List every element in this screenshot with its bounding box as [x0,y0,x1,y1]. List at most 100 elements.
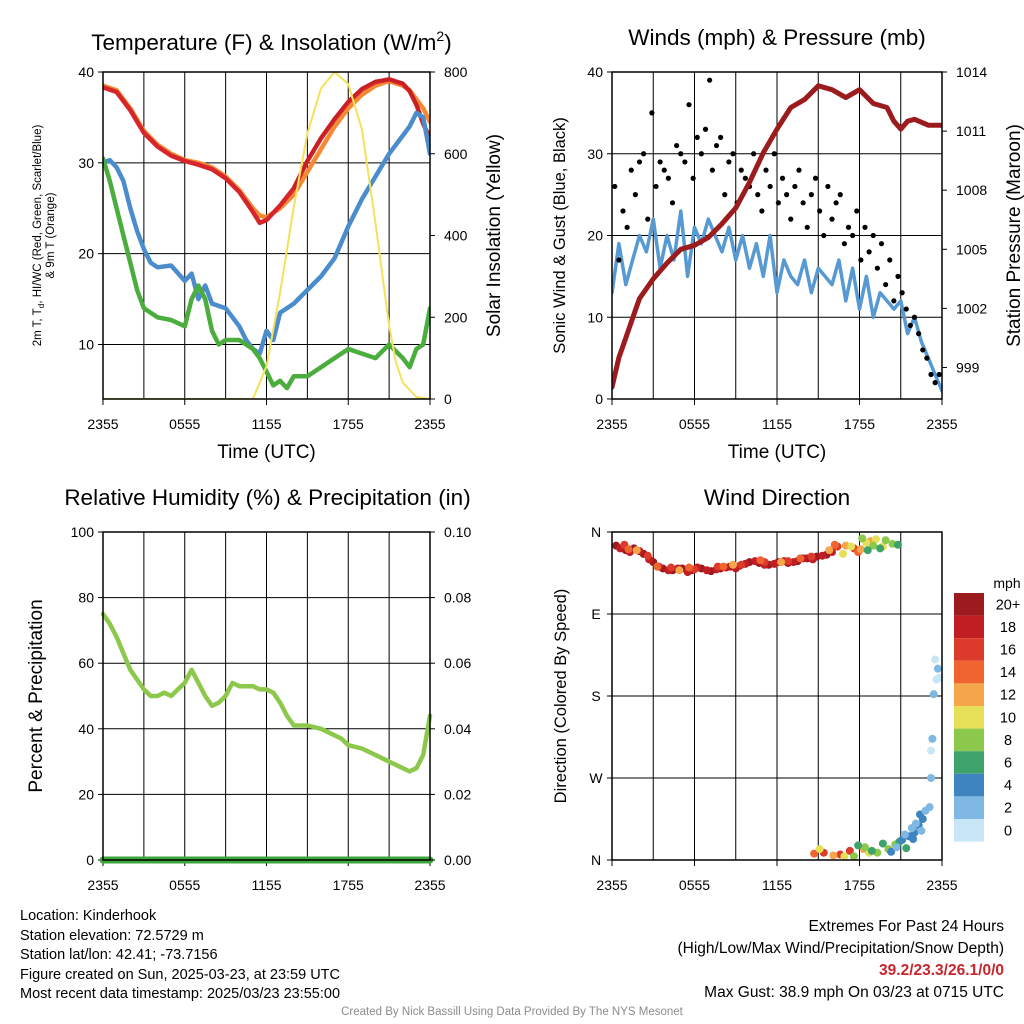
data-point-gust [821,232,827,239]
y2-tick-label: 999 [956,359,980,375]
data-point-speed-16 [784,557,792,566]
data-point-speed-10 [839,549,847,558]
y-tick-label: 20 [78,786,94,802]
legend-label: 12 [1000,688,1016,704]
data-point-speed-2 [933,664,942,673]
data-point-speed-6 [876,544,885,553]
data-point-gust [718,134,724,140]
data-point-gust [722,192,728,198]
data-point-gust [841,241,847,247]
y-tick-label: 0 [595,391,603,407]
speed-legend: mph 20+ 18 16 14 12 10 8 6 4 2 0 [954,575,1021,842]
x-tick-label: 0555 [169,416,200,432]
data-point-gust [817,208,823,214]
data-point-gust [808,192,814,198]
y-tick-label: 10 [587,309,603,325]
extremes-legend: (High/Low/Max Wind/Precipitation/Snow De… [677,940,1005,957]
data-point-gust [792,183,798,190]
x-tick-label: 0555 [679,877,710,893]
data-point-gust [730,151,736,157]
series-line-pressure [612,83,942,390]
data-point-gust [678,151,684,157]
legend-label: 4 [1004,778,1012,794]
data-point-speed-2 [917,826,926,835]
plot-border [611,531,943,861]
data-point-gust [674,142,680,149]
x-tick-label: 2355 [926,877,957,893]
data-point-gust [936,371,942,378]
y-tick-label: S [591,688,600,704]
data-point-speed-14 [830,540,839,549]
data-point-speed-4 [887,847,896,856]
data-point-speed-12 [632,546,641,555]
data-point-gust [833,200,839,206]
y2-tick-label: 0.02 [444,786,471,802]
legend-label: 6 [1004,756,1012,772]
max-gust-text: Max Gust: 38.9 mph On 03/23 at 0715 UTC [704,984,1004,1001]
data-point-speed-10 [840,852,849,861]
x-tick-label: 0555 [679,416,710,432]
data-point-gust [924,355,930,361]
data-point-speed-8 [869,541,878,550]
data-point-gust [850,232,856,239]
y-tick-label: 30 [78,155,94,171]
data-point-speed-8 [881,536,890,545]
data-point-speed-2 [892,843,901,852]
data-point-speed-14 [810,849,819,858]
latlon-text: Station lat/lon: 42.41; -73.7156 [20,947,218,963]
data-point-speed-10 [847,542,856,551]
extremes-title: Extremes For Past 24 Hours [808,918,1004,935]
data-point-gust [641,151,647,157]
data-point-speed-6 [894,540,902,549]
y2-tick-label: 800 [444,64,468,80]
legend-swatch [954,773,984,797]
title-main: Temperature (F) & Insolation (W/m [91,30,436,55]
y-tick-label: 40 [78,64,94,80]
data-point-speed-14 [685,563,693,572]
data-point-gust [883,281,889,288]
chart-title: Winds (mph) & Pressure (mb) [628,25,926,50]
data-point-speed-10 [815,845,824,854]
data-point-speed-16 [667,563,676,572]
data-point-speed-6 [867,846,876,855]
data-point-speed-6 [863,546,872,555]
data-point-gust [891,298,897,304]
data-point-gust [928,371,934,378]
series-line-rh [100,611,433,774]
y-tick-label: 20 [78,246,94,262]
x-tick-label: 1755 [844,877,875,893]
data-point-gust [800,200,806,206]
data-point-speed-18 [702,566,711,575]
legend-swatch [954,796,984,819]
y-tick-label: 20 [587,228,603,244]
legend-swatch [954,819,984,842]
elevation-text: Station elevation: 72.5729 m [20,927,204,944]
data-point-speed-16 [713,562,722,571]
x-axis-label: Time (UTC) [728,442,827,463]
data-point-speed-12 [856,545,865,554]
data-point-gust [870,232,876,239]
data-point-speed-2 [928,734,937,743]
data-point-speed-0 [931,655,940,664]
series-line-wind [612,209,942,393]
data-point-gust [686,102,692,108]
legend-swatch [954,638,984,661]
chart-panel-wind-direction: 2355 0555 1155 1755 2355 N W S E N Wind Direction D… [552,485,1021,893]
x-tick-label: 2355 [414,877,445,893]
data-point-gust [632,192,638,198]
data-point-gust [751,151,757,157]
plot-border [611,71,943,400]
data-point-speed-18 [818,551,827,560]
data-point-gust [661,167,667,173]
data-point-speed-16 [737,560,746,569]
data-point-gust [645,216,651,222]
y-axis-label: Direction (Colored By Speed) [552,589,570,804]
data-point-gust [726,159,732,165]
credit-text: Created By Nick Bassill Using Data Provi… [341,1006,683,1018]
y-tick-label: W [589,770,603,786]
data-point-gust [788,216,794,222]
data-point-speed-14 [756,556,765,565]
chart-title: Wind Direction [704,485,850,510]
legend-label: 10 [1000,710,1016,726]
